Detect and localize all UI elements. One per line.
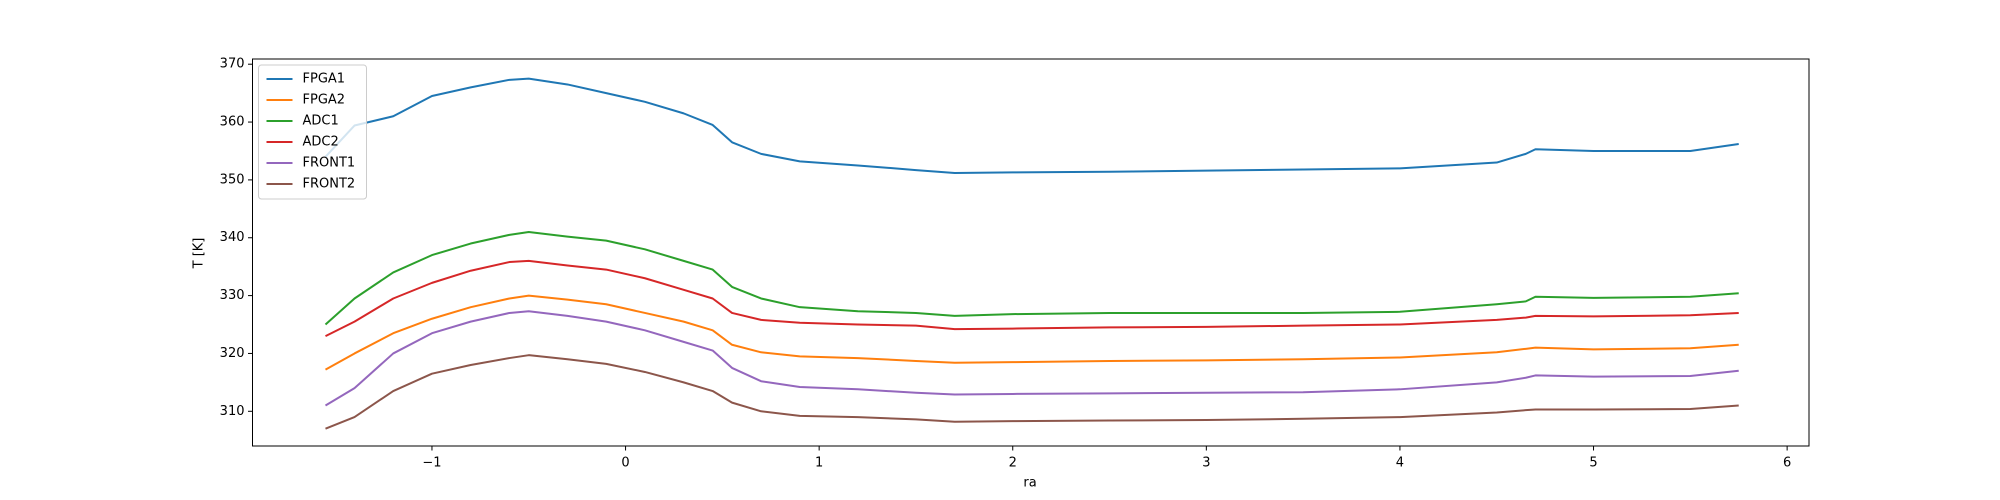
legend: FPGA1 FPGA2 ADC1 ADC2 FRONT1 FRONT2 bbox=[258, 64, 367, 200]
y-tick-label: 340 bbox=[220, 230, 245, 245]
y-tick-label: 330 bbox=[220, 288, 245, 303]
y-tick-label: 370 bbox=[220, 57, 245, 72]
x-tick-label: 2 bbox=[1009, 456, 1017, 471]
legend-label: ADC1 bbox=[303, 114, 339, 129]
legend-label: FRONT1 bbox=[303, 156, 356, 171]
y-tick-label: 320 bbox=[220, 346, 245, 361]
legend-label: FPGA1 bbox=[303, 72, 346, 87]
series-line bbox=[325, 294, 1739, 371]
y-tick-label: 310 bbox=[220, 404, 245, 419]
x-tick-label: 3 bbox=[1202, 456, 1210, 471]
series-line bbox=[324, 310, 1739, 407]
x-tick-label: −1 bbox=[422, 456, 441, 471]
plot-frame bbox=[252, 58, 1810, 447]
x-axis-label: ra bbox=[1023, 476, 1036, 491]
y-tick-label: 360 bbox=[220, 115, 245, 130]
x-tick-label: 0 bbox=[621, 456, 629, 471]
x-tick-label: 6 bbox=[1783, 456, 1791, 471]
legend-label: FPGA2 bbox=[303, 93, 346, 108]
x-tick-label: 4 bbox=[1396, 456, 1404, 471]
legend-box bbox=[258, 64, 367, 200]
series-line bbox=[324, 230, 1739, 326]
legend-label: FRONT2 bbox=[303, 177, 356, 192]
series-line bbox=[324, 77, 1739, 174]
legend-label: ADC2 bbox=[303, 135, 339, 150]
series-line bbox=[325, 354, 1739, 430]
x-tick-label: 1 bbox=[815, 456, 823, 471]
y-axis-label: T [K] bbox=[192, 238, 207, 270]
x-tick-label: 5 bbox=[1589, 456, 1597, 471]
y-tick-label: 350 bbox=[220, 172, 245, 187]
series-line bbox=[325, 259, 1739, 337]
